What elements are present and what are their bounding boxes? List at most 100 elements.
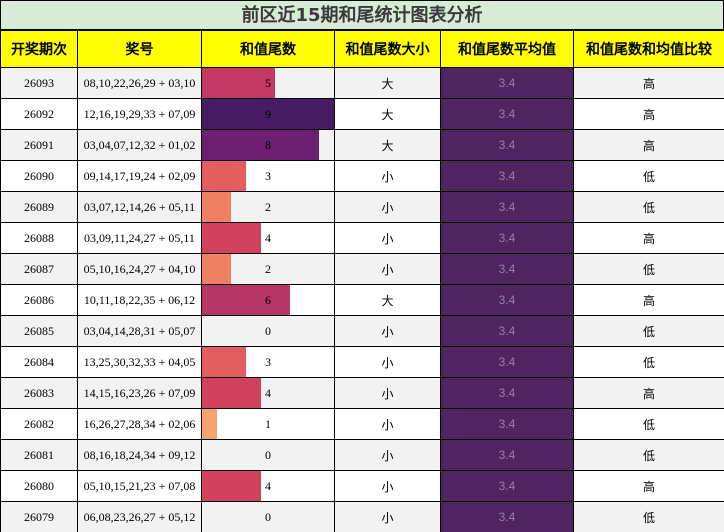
stats-table: 开奖期次 奖号 和值尾数 和值尾数大小 和值尾数平均值 和值尾数和均值比较 26… [0,30,724,532]
size-cell: 小 [334,377,441,409]
compare-cell: 低 [573,191,724,223]
header-row: 开奖期次 奖号 和值尾数 和值尾数大小 和值尾数平均值 和值尾数和均值比较 [0,30,724,68]
issue-cell: 26080 [0,470,78,502]
size-cell: 小 [334,315,441,347]
numbers-cell: 03,04,14,28,31 + 05,07 [77,315,202,347]
tail-bar [202,471,261,501]
issue-cell: 26083 [0,377,78,409]
average-cell: 3.4 [440,67,574,99]
compare-cell: 低 [573,315,724,347]
numbers-cell: 12,16,19,29,33 + 07,09 [77,98,202,130]
tail-cell: 8 [201,129,335,161]
table-row: 26090 09,14,17,19,24 + 02,09 3 小 3.4 低 [0,160,724,192]
table-row: 26084 13,25,30,32,33 + 04,05 3 小 3.4 低 [0,346,724,378]
tail-value: 8 [265,137,271,152]
size-cell: 大 [334,129,441,161]
average-cell: 3.4 [440,129,574,161]
table-row: 26093 08,10,22,26,29 + 03,10 5 大 3.4 高 [0,67,724,99]
tail-bar [202,192,232,222]
issue-cell: 26081 [0,439,78,471]
average-cell: 3.4 [440,191,574,223]
tail-value: 4 [265,385,271,400]
compare-cell: 高 [573,284,724,316]
tail-cell: 2 [201,191,335,223]
size-cell: 大 [334,284,441,316]
average-cell: 3.4 [440,408,574,440]
compare-cell: 低 [573,346,724,378]
size-cell: 小 [334,470,441,502]
issue-cell: 26084 [0,346,78,378]
table-title: 前区近15期和尾统计图表分析 [0,0,724,30]
average-cell: 3.4 [440,439,574,471]
tail-value: 3 [265,354,271,369]
size-cell: 大 [334,67,441,99]
compare-cell: 低 [573,501,724,532]
size-cell: 小 [334,253,441,285]
table-row: 26088 03,09,11,24,27 + 05,11 4 小 3.4 高 [0,222,724,254]
average-cell: 3.4 [440,315,574,347]
tail-cell: 9 [201,98,335,130]
issue-cell: 26090 [0,160,78,192]
tail-cell: 0 [201,315,335,347]
tail-bar [202,254,232,284]
tail-value: 2 [265,261,271,276]
numbers-cell: 03,04,07,12,32 + 01,02 [77,129,202,161]
average-cell: 3.4 [440,501,574,532]
issue-cell: 26091 [0,129,78,161]
average-cell: 3.4 [440,284,574,316]
tail-cell: 4 [201,222,335,254]
table-row: 26089 03,07,12,14,26 + 05,11 2 小 3.4 低 [0,191,724,223]
table-row: 26079 06,08,23,26,27 + 05,12 0 小 3.4 低 [0,501,724,532]
col-header-tail: 和值尾数 [201,30,335,68]
table-row: 26082 16,26,27,28,34 + 02,06 1 小 3.4 低 [0,408,724,440]
compare-cell: 高 [573,377,724,409]
tail-value: 2 [265,199,271,214]
tail-value: 9 [265,106,271,121]
tail-bar [202,99,334,129]
tail-value: 4 [265,478,271,493]
tail-cell: 0 [201,439,335,471]
size-cell: 小 [334,501,441,532]
table-row: 26086 10,11,18,22,35 + 06,12 6 大 3.4 高 [0,284,724,316]
numbers-cell: 08,16,18,24,34 + 09,12 [77,439,202,471]
tail-value: 3 [265,168,271,183]
col-header-size: 和值尾数大小 [334,30,441,68]
issue-cell: 26079 [0,501,78,532]
tail-cell: 4 [201,470,335,502]
table-body: 26093 08,10,22,26,29 + 03,10 5 大 3.4 高 26092 12… [0,67,724,532]
tail-cell: 6 [201,284,335,316]
issue-cell: 26093 [0,67,78,99]
issue-cell: 26085 [0,315,78,347]
average-cell: 3.4 [440,160,574,192]
numbers-cell: 14,15,16,23,26 + 07,09 [77,377,202,409]
table-row: 26091 03,04,07,12,32 + 01,02 8 大 3.4 高 [0,129,724,161]
issue-cell: 26088 [0,222,78,254]
average-cell: 3.4 [440,346,574,378]
tail-value: 0 [265,509,271,524]
size-cell: 小 [334,346,441,378]
tail-cell: 3 [201,346,335,378]
tail-cell: 2 [201,253,335,285]
tail-value: 5 [265,75,271,90]
size-cell: 小 [334,222,441,254]
average-cell: 3.4 [440,470,574,502]
compare-cell: 高 [573,98,724,130]
tail-cell: 1 [201,408,335,440]
numbers-cell: 03,07,12,14,26 + 05,11 [77,191,202,223]
table-row: 26081 08,16,18,24,34 + 09,12 0 小 3.4 低 [0,439,724,471]
numbers-cell: 13,25,30,32,33 + 04,05 [77,346,202,378]
issue-cell: 26082 [0,408,78,440]
tail-bar [202,285,290,315]
tail-value: 0 [265,447,271,462]
issue-cell: 26087 [0,253,78,285]
compare-cell: 低 [573,439,724,471]
tail-bar [202,223,261,253]
numbers-cell: 09,14,17,19,24 + 02,09 [77,160,202,192]
col-header-average: 和值尾数平均值 [440,30,574,68]
numbers-cell: 06,08,23,26,27 + 05,12 [77,501,202,532]
tail-bar [202,378,261,408]
col-header-compare: 和值尾数和均值比较 [573,30,724,68]
average-cell: 3.4 [440,377,574,409]
size-cell: 小 [334,439,441,471]
